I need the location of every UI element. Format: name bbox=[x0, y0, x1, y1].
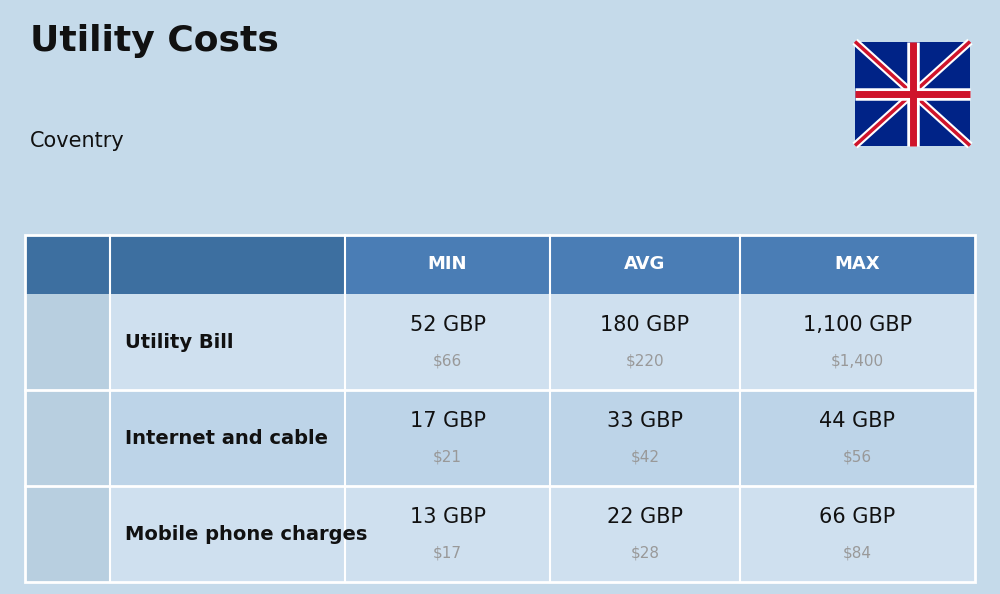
Text: Internet and cable: Internet and cable bbox=[125, 429, 328, 447]
Text: 66 GBP: 66 GBP bbox=[819, 507, 896, 527]
Text: $1,400: $1,400 bbox=[831, 353, 884, 368]
Text: 52 GBP: 52 GBP bbox=[410, 315, 486, 336]
Bar bbox=[25, 235, 975, 294]
Bar bbox=[25, 486, 975, 582]
Text: Mobile phone charges: Mobile phone charges bbox=[125, 525, 367, 544]
Text: $66: $66 bbox=[433, 353, 462, 368]
Bar bbox=[25, 390, 110, 486]
Text: $56: $56 bbox=[843, 450, 872, 465]
Bar bbox=[25, 390, 975, 486]
Text: Utility Costs: Utility Costs bbox=[30, 24, 279, 58]
Text: MIN: MIN bbox=[428, 255, 467, 273]
Bar bbox=[25, 294, 975, 390]
Text: Coventry: Coventry bbox=[30, 131, 125, 151]
Bar bbox=[25, 294, 110, 390]
Bar bbox=[25, 235, 345, 294]
Text: $28: $28 bbox=[631, 546, 660, 561]
Bar bbox=[25, 235, 975, 582]
Text: 17 GBP: 17 GBP bbox=[410, 412, 486, 431]
Text: 180 GBP: 180 GBP bbox=[600, 315, 690, 336]
Text: 44 GBP: 44 GBP bbox=[819, 412, 895, 431]
Bar bbox=[25, 486, 110, 582]
Text: 13 GBP: 13 GBP bbox=[410, 507, 486, 527]
Text: 22 GBP: 22 GBP bbox=[607, 507, 683, 527]
Text: $17: $17 bbox=[433, 546, 462, 561]
Text: MAX: MAX bbox=[835, 255, 880, 273]
Bar bbox=[855, 42, 970, 146]
Text: 33 GBP: 33 GBP bbox=[607, 412, 683, 431]
Text: Utility Bill: Utility Bill bbox=[125, 333, 234, 352]
Text: AVG: AVG bbox=[624, 255, 666, 273]
Text: $84: $84 bbox=[843, 546, 872, 561]
Text: $21: $21 bbox=[433, 450, 462, 465]
Text: $220: $220 bbox=[626, 353, 664, 368]
Text: $42: $42 bbox=[631, 450, 660, 465]
Text: 1,100 GBP: 1,100 GBP bbox=[803, 315, 912, 336]
